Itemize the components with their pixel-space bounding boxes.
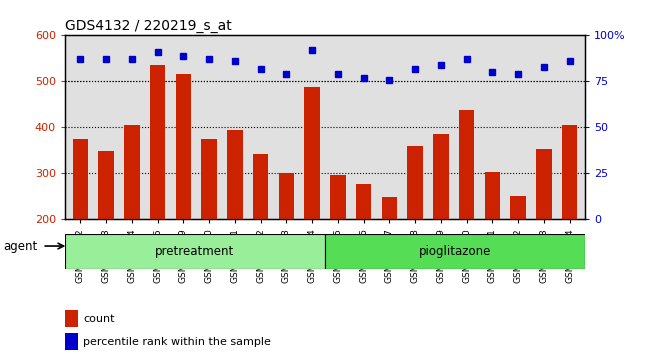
Bar <box>253 154 268 219</box>
Bar <box>65 333 78 350</box>
Bar <box>73 139 88 219</box>
FancyBboxPatch shape <box>325 234 585 269</box>
Bar <box>562 125 577 219</box>
Bar <box>408 146 422 219</box>
Bar <box>227 130 242 219</box>
Bar <box>98 152 114 219</box>
Bar <box>124 125 140 219</box>
Bar <box>382 198 397 219</box>
FancyBboxPatch shape <box>65 234 325 269</box>
Bar <box>65 310 78 327</box>
Bar <box>433 134 448 219</box>
Text: percentile rank within the sample: percentile rank within the sample <box>83 337 271 347</box>
Bar <box>459 110 474 219</box>
Text: count: count <box>83 314 114 324</box>
Bar <box>510 195 526 219</box>
Bar <box>279 173 294 219</box>
Bar <box>330 175 346 219</box>
Text: pioglitazone: pioglitazone <box>419 245 491 258</box>
Bar <box>150 65 165 219</box>
Bar <box>202 139 217 219</box>
Bar <box>536 149 552 219</box>
Bar <box>356 184 371 219</box>
Bar <box>176 74 191 219</box>
Bar <box>485 172 500 219</box>
Text: GDS4132 / 220219_s_at: GDS4132 / 220219_s_at <box>65 19 232 33</box>
Text: pretreatment: pretreatment <box>155 245 235 258</box>
Bar <box>304 87 320 219</box>
Text: agent: agent <box>3 240 38 252</box>
